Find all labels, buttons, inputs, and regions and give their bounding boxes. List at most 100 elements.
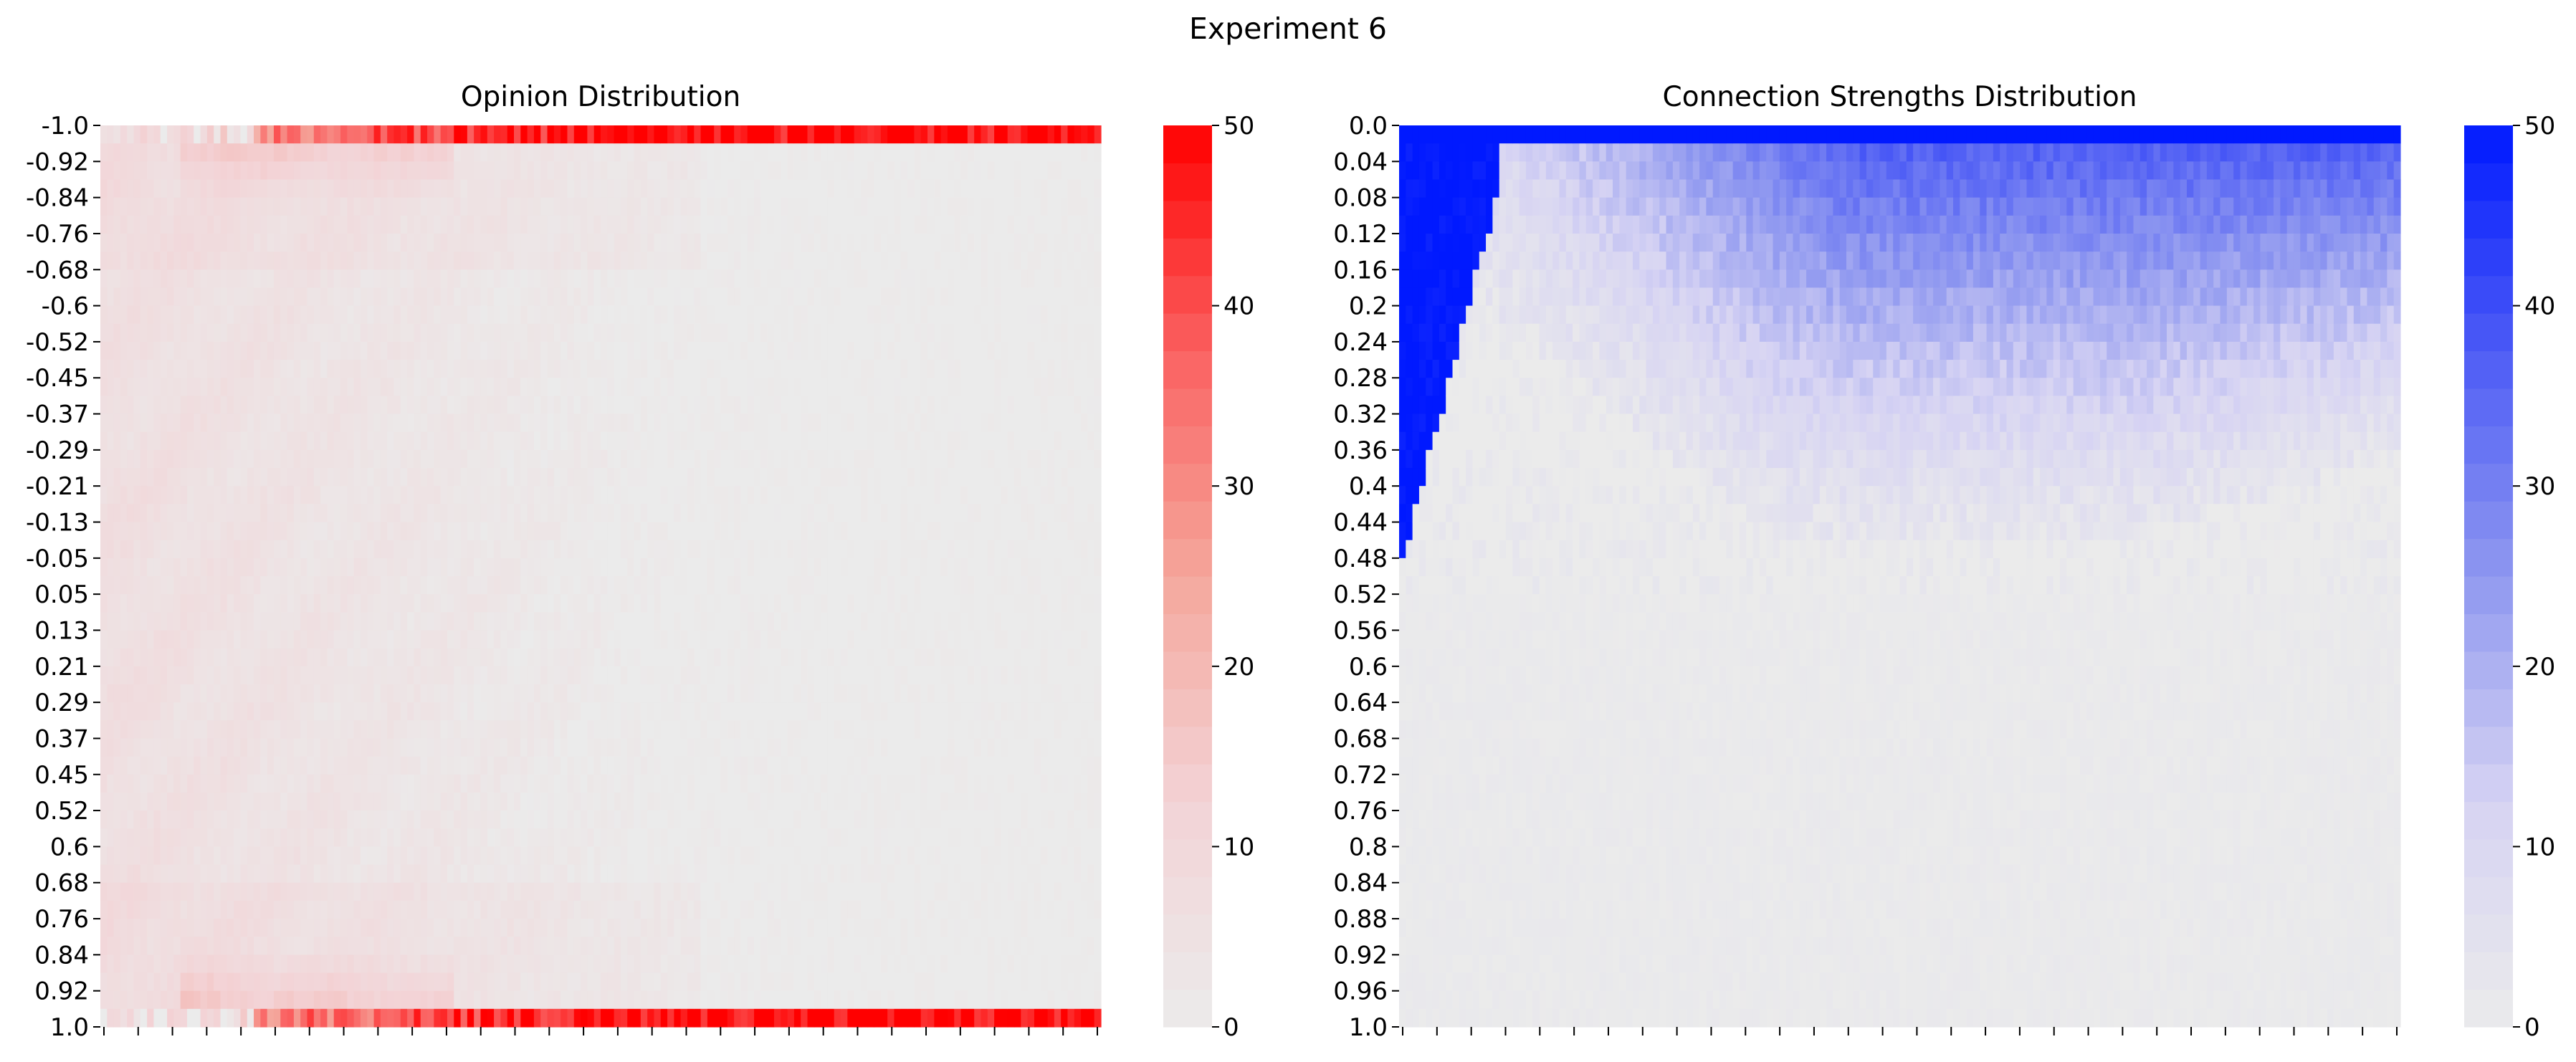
heatmap-cell xyxy=(194,323,201,343)
heatmap-cell xyxy=(634,287,641,307)
heatmap-cell xyxy=(254,576,261,595)
heatmap-cell xyxy=(247,341,254,360)
heatmap-cell xyxy=(720,1008,728,1028)
heatmap-cell xyxy=(474,702,482,721)
heatmap-cell xyxy=(427,882,434,901)
heatmap-cell xyxy=(714,648,722,667)
heatmap-cell xyxy=(647,756,655,775)
heatmap-cell xyxy=(120,937,128,955)
heatmap-cell xyxy=(514,125,521,144)
heatmap-cell xyxy=(754,287,761,307)
heatmap-cell xyxy=(460,143,468,162)
heatmap-cell xyxy=(127,846,135,866)
heatmap-cell xyxy=(720,161,728,181)
heatmap-cell xyxy=(140,955,148,974)
heatmap-cell xyxy=(254,937,261,955)
heatmap-cell xyxy=(407,431,415,451)
heatmap-cell xyxy=(153,738,161,757)
heatmap-cell xyxy=(260,846,268,866)
heatmap-cell xyxy=(614,612,621,631)
heatmap-cell xyxy=(700,252,708,270)
heatmap-cell xyxy=(514,774,521,793)
heatmap-cell xyxy=(400,179,408,198)
heatmap-cell xyxy=(113,828,121,847)
heatmap-cell xyxy=(500,413,508,433)
heatmap-cell xyxy=(254,756,261,775)
heatmap-cell xyxy=(167,323,174,343)
heatmap-cell xyxy=(667,215,674,234)
heatmap-cell xyxy=(194,846,201,866)
heatmap-cell xyxy=(480,522,488,541)
heatmap-cell xyxy=(634,738,641,757)
heatmap-cell xyxy=(387,360,395,378)
heatmap-cell xyxy=(687,413,695,433)
heatmap-cell xyxy=(407,955,415,974)
heatmap-cell xyxy=(694,431,702,451)
heatmap-cell xyxy=(547,396,555,415)
heatmap-cell xyxy=(601,323,608,343)
heatmap-cell xyxy=(273,161,281,181)
heatmap-cell xyxy=(287,431,295,451)
heatmap-cell xyxy=(333,810,341,829)
heatmap-cell xyxy=(747,774,755,793)
heatmap-cell xyxy=(226,955,234,974)
heatmap-cell xyxy=(454,378,462,396)
heatmap-cell xyxy=(400,323,408,343)
heatmap-cell xyxy=(333,540,341,559)
heatmap-cell xyxy=(240,702,248,721)
heatmap-cell xyxy=(373,522,381,541)
heatmap-cell xyxy=(700,955,708,974)
heatmap-cell xyxy=(573,630,581,649)
heatmap-cell xyxy=(614,540,621,559)
heatmap-cell xyxy=(327,792,335,811)
heatmap-cell xyxy=(160,449,168,469)
heatmap-cell xyxy=(387,738,395,757)
heatmap-cell xyxy=(434,738,442,757)
heatmap-cell xyxy=(133,449,141,469)
heatmap-cell xyxy=(320,179,328,198)
heatmap-cell xyxy=(367,684,375,703)
heatmap-cell xyxy=(300,1008,308,1028)
heatmap-cell xyxy=(667,161,674,181)
heatmap-cell xyxy=(267,323,275,343)
heatmap-cell xyxy=(387,252,395,270)
heatmap-cell xyxy=(267,396,275,415)
heatmap-cell xyxy=(660,882,668,901)
heatmap-cell xyxy=(467,540,474,559)
heatmap-cell xyxy=(180,756,188,775)
heatmap-cell xyxy=(553,594,561,613)
heatmap-cell xyxy=(614,990,621,1010)
heatmap-cell xyxy=(247,197,254,216)
heatmap-cell xyxy=(434,504,442,523)
heatmap-cell xyxy=(313,919,321,937)
heatmap-cell xyxy=(214,594,221,613)
heatmap-cell xyxy=(674,774,682,793)
heatmap-cell xyxy=(614,360,621,378)
heatmap-cell xyxy=(680,449,688,469)
heatmap-cell xyxy=(520,774,528,793)
heatmap-cell xyxy=(727,756,735,775)
heatmap-cell xyxy=(373,720,381,740)
heatmap-cell xyxy=(560,378,568,396)
heatmap-cell xyxy=(560,431,568,451)
heatmap-cell xyxy=(707,648,715,667)
heatmap-cell xyxy=(480,1008,488,1028)
heatmap-cell xyxy=(273,738,281,757)
heatmap-cell xyxy=(607,990,615,1010)
heatmap-cell xyxy=(107,955,115,974)
heatmap-cell xyxy=(540,215,548,234)
heatmap-cell xyxy=(494,179,501,198)
heatmap-cell xyxy=(760,540,768,559)
heatmap-cell xyxy=(507,576,515,595)
heatmap-cell xyxy=(167,919,174,937)
heatmap-cell xyxy=(140,774,148,793)
heatmap-cell xyxy=(380,648,388,667)
heatmap-cell xyxy=(614,576,621,595)
heatmap-cell xyxy=(654,972,662,992)
heatmap-cell xyxy=(581,558,588,577)
heatmap-cell xyxy=(514,360,521,378)
heatmap-cell xyxy=(100,955,108,974)
heatmap-cell xyxy=(700,396,708,415)
heatmap-cell xyxy=(280,197,288,216)
